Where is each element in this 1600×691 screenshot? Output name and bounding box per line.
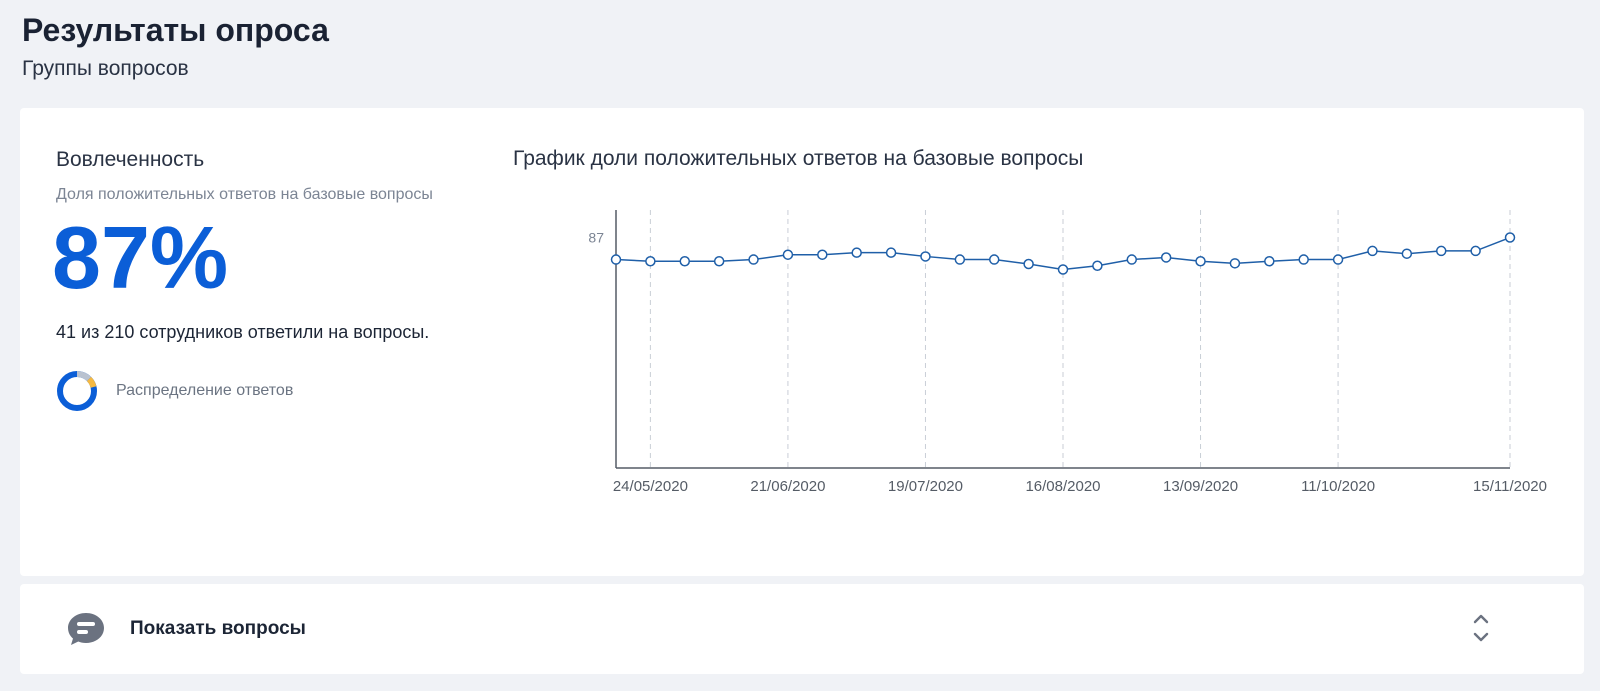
answer-distribution-link[interactable]: Распределение ответов <box>56 370 293 412</box>
data-point[interactable] <box>1401 248 1413 259</box>
data-point[interactable] <box>1057 264 1069 275</box>
data-point[interactable] <box>988 254 1000 265</box>
data-point[interactable] <box>1023 258 1034 270</box>
expand-collapse-chevron-icon[interactable] <box>1468 610 1494 646</box>
x-tick-label: 21/06/2020 <box>750 478 825 495</box>
data-point[interactable] <box>1229 258 1241 269</box>
engagement-title: Вовлеченность <box>56 148 205 171</box>
engagement-card: Вовлеченность Доля положительных ответов… <box>20 108 1584 576</box>
data-point[interactable] <box>713 256 725 267</box>
data-point[interactable] <box>1092 260 1103 271</box>
answer-distribution-label: Распределение ответов <box>116 382 294 399</box>
data-point[interactable] <box>1298 254 1309 265</box>
x-tick-label: 15/11/2020 <box>1473 478 1547 495</box>
data-point[interactable] <box>1435 245 1447 257</box>
x-tick-label: 19/07/2020 <box>888 478 963 495</box>
data-point[interactable] <box>1367 245 1378 257</box>
respondents-count: 41 из 210 сотрудников ответили на вопрос… <box>56 322 430 342</box>
x-tick-label: 24/05/2020 <box>613 478 688 495</box>
engagement-caption: Доля положительных ответов на базовые во… <box>56 186 433 203</box>
data-point[interactable] <box>1470 245 1481 257</box>
data-point[interactable] <box>782 249 794 260</box>
show-questions-label: Показать вопросы <box>130 618 306 639</box>
data-point[interactable] <box>851 247 862 258</box>
y-tick-label: 87 <box>588 230 604 246</box>
data-point[interactable] <box>1332 254 1344 265</box>
chat-bubble-icon <box>68 613 104 645</box>
x-tick-label: 11/10/2020 <box>1301 478 1375 495</box>
data-point[interactable] <box>679 256 691 267</box>
data-point[interactable] <box>645 256 656 267</box>
data-point[interactable] <box>1504 232 1516 243</box>
data-point[interactable] <box>610 254 622 265</box>
chart-title: График доли положительных ответов на баз… <box>513 147 1084 170</box>
data-point[interactable] <box>885 247 897 258</box>
engagement-percentage: 87% <box>52 208 229 307</box>
data-point[interactable] <box>817 249 828 260</box>
positive-answers-line-chart: 24/05/2020 21/06/2020 19/07/2020 16/08/2020… <box>588 210 1547 495</box>
data-point[interactable] <box>1126 254 1138 265</box>
x-tick-label: 13/09/2020 <box>1163 478 1238 495</box>
donut-chart-icon <box>57 371 97 411</box>
data-point[interactable] <box>920 251 931 262</box>
show-questions-panel[interactable]: Показать вопросы <box>20 584 1584 674</box>
data-point[interactable] <box>1264 256 1275 267</box>
x-tick-label: 16/08/2020 <box>1025 478 1100 495</box>
data-point[interactable] <box>954 254 966 265</box>
data-point[interactable] <box>748 254 759 265</box>
data-point[interactable] <box>1195 256 1206 267</box>
page-subtitle: Группы вопросов <box>22 57 189 80</box>
data-point[interactable] <box>1160 252 1172 263</box>
page-title: Результаты опроса <box>22 12 329 48</box>
